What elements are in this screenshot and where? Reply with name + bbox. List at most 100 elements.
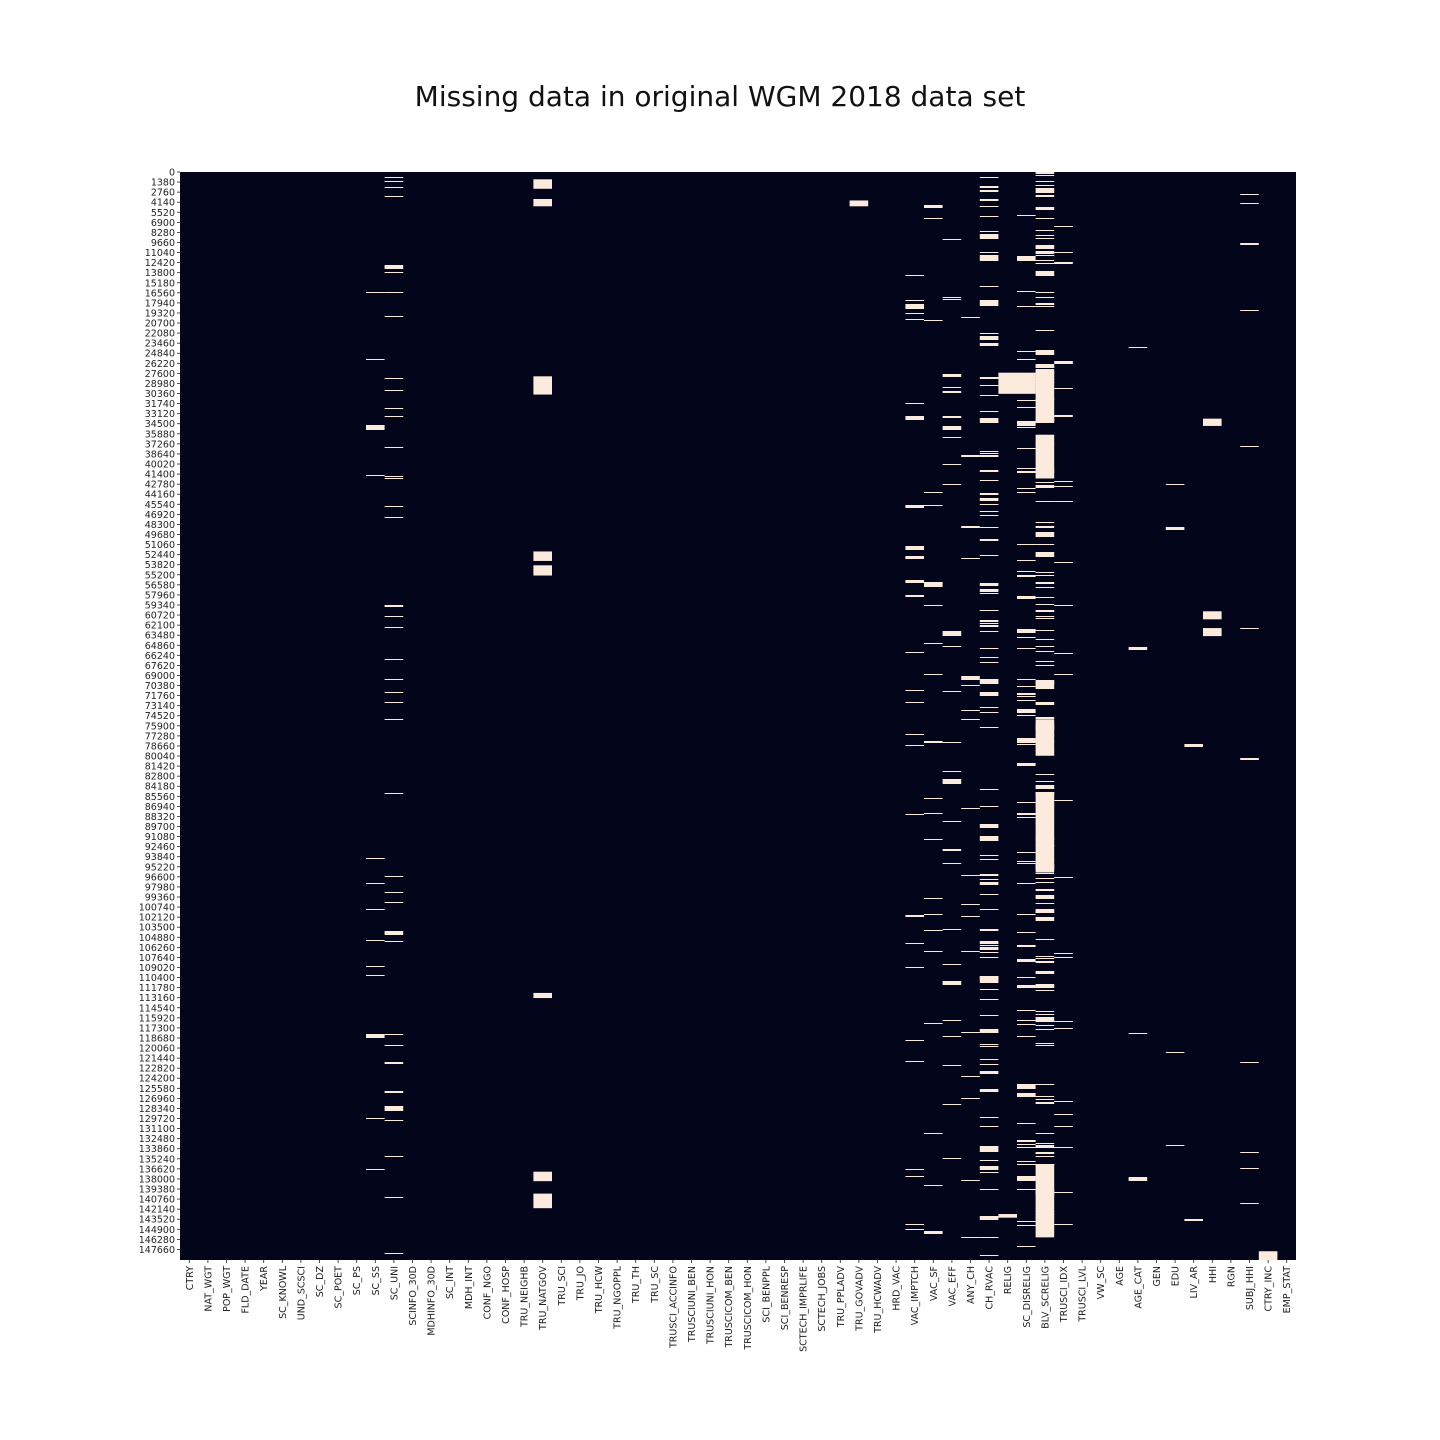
missing-line <box>1054 501 1073 502</box>
missing-line <box>1017 1147 1036 1148</box>
missing-line <box>942 1065 962 1066</box>
missing-line <box>1035 618 1055 619</box>
y-tick-label: 132480 <box>139 1134 175 1145</box>
missing-line <box>1017 1140 1036 1142</box>
x-tick-label: LIV_AR <box>1189 1266 1200 1299</box>
missing-line <box>1035 330 1055 331</box>
missing-line <box>905 558 924 559</box>
missing-line <box>1017 932 1036 933</box>
missing-line <box>979 1064 999 1065</box>
missing-block <box>1203 611 1222 620</box>
missing-line <box>1017 1161 1036 1162</box>
y-tick-label: 13800 <box>145 268 175 279</box>
missing-line <box>384 902 404 903</box>
y-tick-label: 56580 <box>145 580 175 591</box>
missing-line <box>366 1118 385 1119</box>
missing-block <box>533 1193 552 1209</box>
missing-line <box>1017 1164 1036 1165</box>
missing-line <box>1035 774 1055 775</box>
missing-line <box>1017 1246 1036 1247</box>
missing-line <box>384 1106 404 1111</box>
missing-line <box>1240 194 1259 195</box>
y-tick-label: 126960 <box>139 1094 175 1105</box>
missing-line <box>961 875 980 876</box>
x-tick-label: SCTECH_JOBS <box>817 1266 828 1332</box>
missing-line <box>905 814 924 815</box>
y-tick-label: 115920 <box>139 1013 175 1024</box>
missing-line <box>384 1120 404 1121</box>
x-tick-label: SC_DZ <box>315 1266 326 1298</box>
missing-line <box>961 455 980 457</box>
missing-line <box>942 416 962 418</box>
missing-line <box>1017 544 1036 545</box>
y-tick-label: 53820 <box>145 560 175 571</box>
x-tick-label: HHI <box>1208 1266 1219 1283</box>
missing-line <box>979 583 999 586</box>
missing-line <box>924 582 943 587</box>
y-tick-label: 31740 <box>145 399 175 410</box>
missing-line <box>1017 256 1036 261</box>
x-tick-label: RELIG <box>1003 1266 1014 1294</box>
missing-line <box>979 657 999 658</box>
missing-line <box>1054 388 1073 389</box>
missing-line <box>961 1098 980 1099</box>
missing-line <box>942 239 962 240</box>
missing-line <box>384 616 404 617</box>
missing-line <box>1035 485 1055 488</box>
missing-line <box>1035 680 1055 684</box>
y-tick-label: 34500 <box>145 419 175 430</box>
missing-line <box>384 266 404 269</box>
missing-line <box>905 702 924 703</box>
missing-line <box>1035 185 1055 186</box>
missing-line <box>1035 255 1055 256</box>
missing-line <box>961 526 980 528</box>
missing-line <box>961 1237 980 1238</box>
missing-line <box>384 1156 404 1157</box>
missing-line <box>979 1015 999 1016</box>
missing-line <box>384 187 404 188</box>
y-tick-label: 89700 <box>145 822 175 833</box>
x-tick-label: MDHINFO_30D <box>427 1266 438 1336</box>
missing-line <box>942 297 962 298</box>
missing-line <box>384 793 404 794</box>
missing-line <box>979 1029 999 1033</box>
missing-line <box>1035 1133 1055 1134</box>
missing-line <box>905 943 924 944</box>
missing-line <box>1017 1020 1036 1021</box>
missing-line <box>1035 958 1055 959</box>
missing-line <box>1017 1144 1036 1145</box>
missing-line <box>1017 492 1036 493</box>
missing-line <box>1035 263 1055 264</box>
missing-line <box>1035 651 1055 652</box>
x-tick-label: SCTECH_IMPRLIFE <box>799 1266 810 1352</box>
missing-line <box>979 301 999 306</box>
y-tick-label: 2760 <box>151 188 175 199</box>
y-tick-label: 121440 <box>139 1054 175 1065</box>
missing-line <box>1035 1099 1055 1100</box>
missing-line <box>1017 763 1036 766</box>
x-tick-label: CONF_HOSP <box>501 1266 512 1324</box>
missing-line <box>1035 526 1055 528</box>
missing-line <box>1017 629 1036 633</box>
missing-line <box>384 941 404 942</box>
x-tick-label: UND_SCSCI <box>296 1266 307 1320</box>
missing-line <box>924 1185 943 1186</box>
missing-line <box>979 395 999 396</box>
missing-line <box>979 1255 999 1256</box>
missing-line <box>1035 1102 1055 1104</box>
missing-line <box>1035 1153 1055 1154</box>
missing-line <box>905 1061 924 1062</box>
missing-line <box>924 951 943 952</box>
missing-line <box>979 620 999 621</box>
y-tick-label: 96600 <box>145 872 175 883</box>
missing-line <box>366 425 385 430</box>
x-tick-label: TRUSCIUNI_BEN <box>687 1266 698 1343</box>
missing-line <box>1017 407 1036 408</box>
missing-line <box>384 478 404 479</box>
missing-line <box>905 595 924 597</box>
missing-line <box>979 989 999 990</box>
y-tick-label: 23460 <box>145 339 175 350</box>
missing-line <box>1240 758 1259 760</box>
missing-line <box>979 186 999 188</box>
missing-line <box>366 966 385 967</box>
